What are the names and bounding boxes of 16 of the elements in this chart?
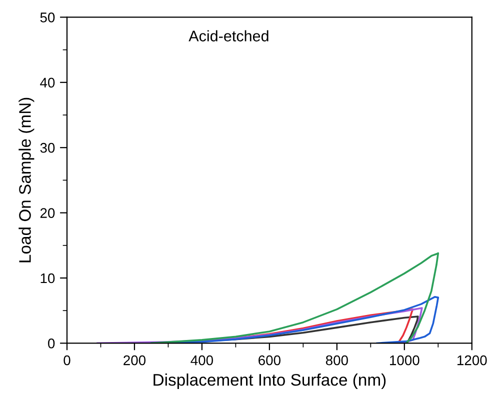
x-tick-label: 1200: [457, 355, 487, 366]
y-tick-label: 0: [48, 338, 55, 348]
x-tick-label: 200: [124, 355, 146, 366]
y-tick-label: 10: [40, 273, 55, 284]
y-axis-title: Load On Sample (mN): [18, 98, 34, 262]
y-tick-label: 50: [40, 12, 55, 22]
y-tick-label: 20: [40, 208, 55, 218]
x-tick-label: 400: [190, 355, 213, 366]
y-tick-label: 40: [40, 78, 55, 88]
x-tick-label: 600: [258, 355, 280, 366]
x-tick-label: 0: [64, 355, 70, 366]
x-axis-title: Displacement Into Surface (nm): [154, 374, 386, 390]
annotation: Acid-etched: [188, 30, 268, 42]
y-tick-label: 30: [40, 142, 55, 153]
x-tick-label: 800: [326, 355, 348, 366]
x-tick-label: 1000: [390, 355, 420, 366]
